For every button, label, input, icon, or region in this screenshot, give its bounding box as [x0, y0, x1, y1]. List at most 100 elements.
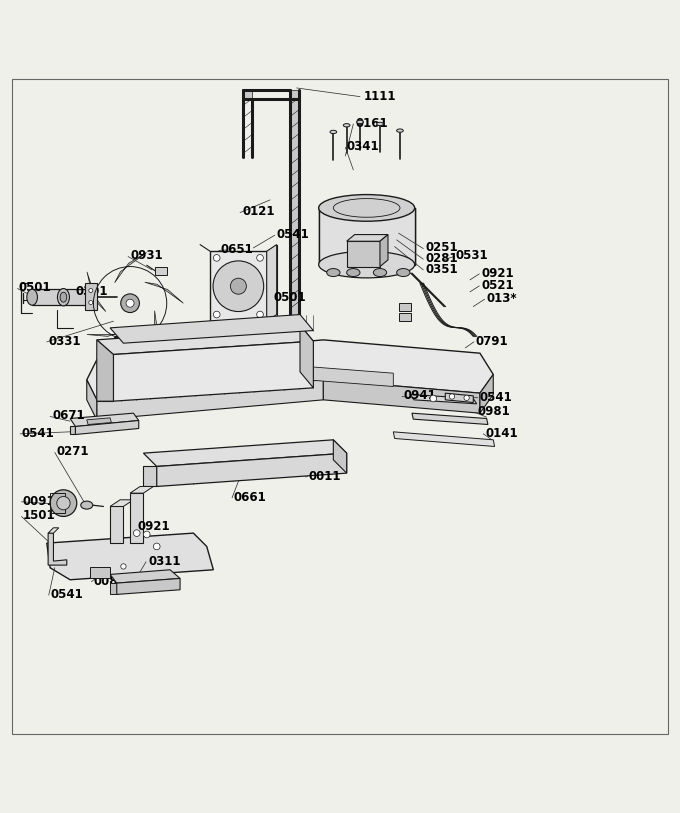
Bar — [50, 493, 65, 513]
Polygon shape — [70, 427, 75, 434]
Polygon shape — [300, 325, 313, 388]
Polygon shape — [114, 341, 313, 401]
Polygon shape — [87, 418, 112, 424]
Text: 0351: 0351 — [425, 263, 458, 276]
Text: 013*: 013* — [487, 292, 517, 305]
Polygon shape — [210, 251, 267, 321]
Polygon shape — [319, 208, 415, 264]
Circle shape — [430, 395, 437, 402]
Circle shape — [231, 278, 246, 294]
Ellipse shape — [319, 194, 415, 221]
Polygon shape — [97, 380, 324, 420]
Ellipse shape — [57, 289, 69, 306]
Polygon shape — [115, 253, 147, 283]
Circle shape — [89, 301, 92, 305]
Polygon shape — [412, 413, 488, 424]
Circle shape — [89, 289, 92, 293]
Text: 0931: 0931 — [130, 250, 163, 263]
Text: 0541: 0541 — [51, 588, 84, 601]
Ellipse shape — [60, 292, 67, 302]
Text: 0161: 0161 — [356, 117, 388, 130]
Text: 0671: 0671 — [52, 409, 85, 422]
Circle shape — [133, 530, 140, 537]
Polygon shape — [70, 413, 139, 427]
Circle shape — [464, 395, 469, 401]
Ellipse shape — [347, 268, 360, 276]
Circle shape — [214, 311, 220, 318]
Text: 0541: 0541 — [480, 391, 513, 404]
Ellipse shape — [377, 122, 384, 126]
Circle shape — [50, 489, 77, 516]
Polygon shape — [87, 272, 106, 311]
Text: 0521: 0521 — [481, 279, 514, 292]
Text: 0541: 0541 — [22, 427, 54, 440]
Circle shape — [121, 563, 126, 569]
Circle shape — [449, 393, 455, 399]
Ellipse shape — [357, 120, 363, 124]
Text: 0311: 0311 — [148, 554, 181, 567]
Text: 1111: 1111 — [363, 90, 396, 103]
Polygon shape — [47, 533, 214, 580]
Ellipse shape — [330, 130, 337, 133]
Polygon shape — [145, 282, 184, 303]
Polygon shape — [324, 380, 480, 413]
Text: 0921: 0921 — [481, 267, 514, 280]
Text: 0101: 0101 — [112, 335, 145, 348]
Bar — [90, 567, 110, 578]
Polygon shape — [147, 311, 156, 354]
Polygon shape — [48, 533, 67, 565]
Polygon shape — [87, 329, 131, 337]
Bar — [398, 313, 411, 321]
Circle shape — [143, 531, 150, 537]
Circle shape — [154, 543, 160, 550]
Polygon shape — [110, 500, 133, 506]
Text: 1501: 1501 — [23, 509, 55, 522]
Polygon shape — [347, 235, 388, 241]
Circle shape — [257, 254, 263, 261]
Text: 0661: 0661 — [233, 490, 266, 503]
Polygon shape — [307, 367, 393, 386]
Polygon shape — [110, 570, 180, 583]
Bar — [155, 267, 167, 276]
Polygon shape — [130, 493, 143, 543]
Polygon shape — [97, 340, 114, 401]
Text: 0501: 0501 — [19, 281, 52, 294]
Ellipse shape — [396, 129, 403, 133]
Polygon shape — [267, 245, 277, 321]
Polygon shape — [97, 325, 313, 354]
Polygon shape — [75, 420, 139, 434]
Text: 0281: 0281 — [425, 252, 458, 265]
Ellipse shape — [81, 501, 92, 509]
Polygon shape — [480, 375, 493, 413]
Text: 0651: 0651 — [220, 243, 253, 256]
Bar — [398, 302, 411, 311]
Polygon shape — [97, 354, 114, 401]
Polygon shape — [380, 235, 388, 267]
Text: 0091: 0091 — [23, 494, 55, 507]
Circle shape — [214, 254, 220, 261]
Polygon shape — [243, 90, 299, 363]
Polygon shape — [87, 340, 493, 400]
Text: 0501: 0501 — [273, 291, 306, 304]
Text: 0791: 0791 — [476, 335, 509, 348]
Text: 0141: 0141 — [486, 427, 518, 440]
Circle shape — [57, 497, 70, 510]
Text: 0081: 0081 — [93, 575, 126, 588]
Text: 0981: 0981 — [477, 406, 510, 419]
Text: 0941: 0941 — [404, 389, 437, 402]
Polygon shape — [333, 440, 347, 473]
Polygon shape — [110, 583, 117, 594]
Ellipse shape — [373, 268, 387, 276]
Text: 0271: 0271 — [57, 446, 89, 459]
Polygon shape — [411, 394, 477, 404]
Polygon shape — [130, 486, 154, 493]
Circle shape — [257, 311, 263, 318]
Ellipse shape — [27, 289, 37, 305]
Polygon shape — [143, 440, 347, 467]
Circle shape — [126, 299, 134, 307]
Polygon shape — [117, 578, 180, 594]
Polygon shape — [445, 393, 473, 402]
Text: 0341: 0341 — [347, 140, 379, 153]
Ellipse shape — [319, 251, 415, 278]
Polygon shape — [87, 380, 97, 420]
